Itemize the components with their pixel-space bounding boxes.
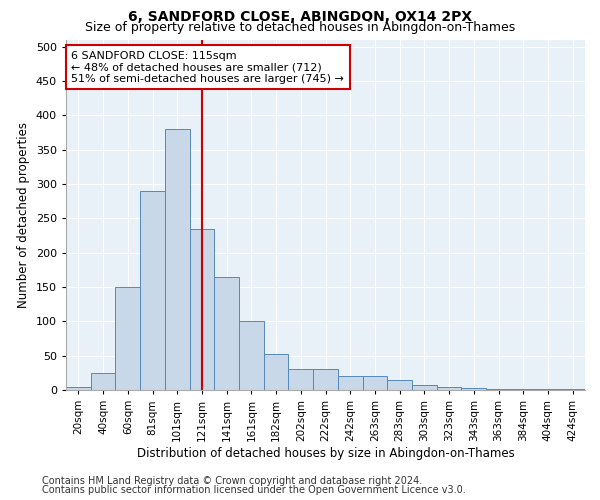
Bar xyxy=(214,277,239,390)
Bar xyxy=(165,129,190,390)
Bar xyxy=(511,388,536,390)
Text: Contains HM Land Registry data © Crown copyright and database right 2024.: Contains HM Land Registry data © Crown c… xyxy=(42,476,422,486)
Bar xyxy=(264,354,289,390)
Text: 6, SANDFORD CLOSE, ABINGDON, OX14 2PX: 6, SANDFORD CLOSE, ABINGDON, OX14 2PX xyxy=(128,10,472,24)
Bar xyxy=(140,191,165,390)
Bar xyxy=(412,384,437,390)
X-axis label: Distribution of detached houses by size in Abingdon-on-Thames: Distribution of detached houses by size … xyxy=(137,446,514,460)
Bar xyxy=(91,373,115,390)
Bar xyxy=(560,388,585,390)
Bar xyxy=(289,370,313,390)
Text: Contains public sector information licensed under the Open Government Licence v3: Contains public sector information licen… xyxy=(42,485,466,495)
Bar xyxy=(66,386,91,390)
Bar xyxy=(338,376,362,390)
Bar xyxy=(387,380,412,390)
Bar xyxy=(461,388,486,390)
Text: Size of property relative to detached houses in Abingdon-on-Thames: Size of property relative to detached ho… xyxy=(85,22,515,35)
Text: 6 SANDFORD CLOSE: 115sqm
← 48% of detached houses are smaller (712)
51% of semi-: 6 SANDFORD CLOSE: 115sqm ← 48% of detach… xyxy=(71,50,344,84)
Bar xyxy=(115,287,140,390)
Y-axis label: Number of detached properties: Number of detached properties xyxy=(17,122,30,308)
Bar xyxy=(313,370,338,390)
Bar xyxy=(486,388,511,390)
Bar xyxy=(239,322,264,390)
Bar xyxy=(190,228,214,390)
Bar xyxy=(362,376,387,390)
Bar xyxy=(437,386,461,390)
